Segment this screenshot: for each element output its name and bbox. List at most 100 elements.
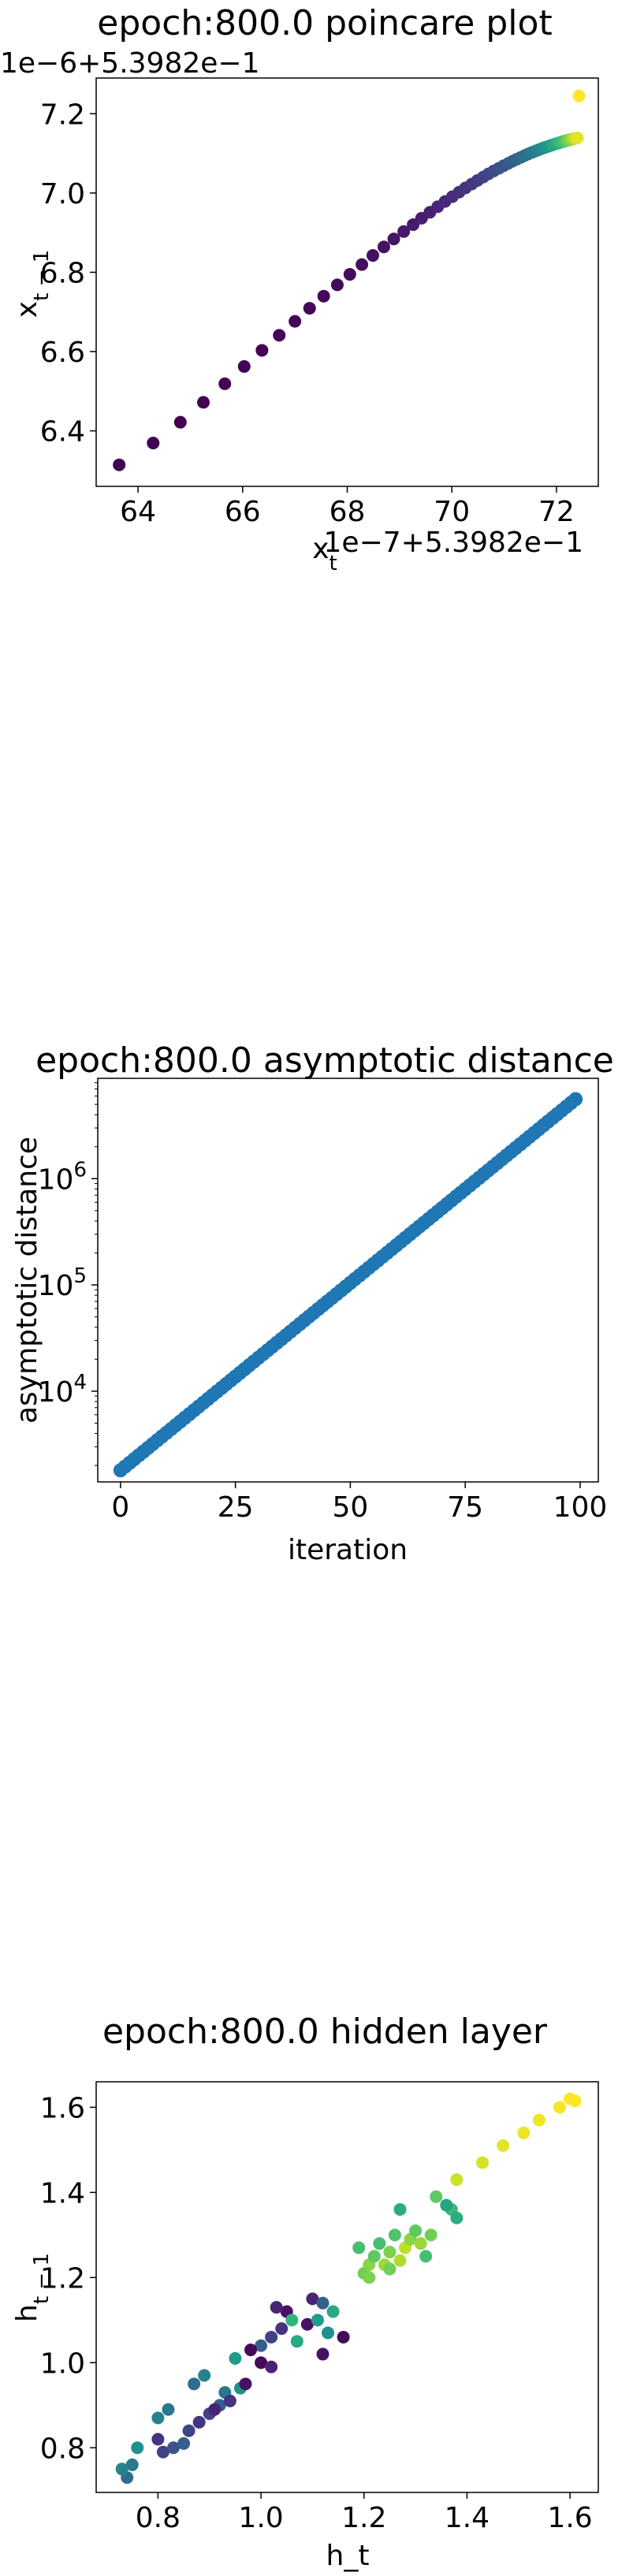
- chart-title: epoch:800.0 asymptotic distance: [35, 1040, 614, 1081]
- y-tick-label: 7.2: [40, 99, 85, 131]
- data-point: [419, 2250, 433, 2263]
- x-tick-label: 64: [120, 496, 156, 528]
- data-point: [476, 2156, 489, 2169]
- data-point: [223, 2394, 236, 2407]
- plot-frame: [95, 2081, 599, 2493]
- x-offset-label: 1e−7+5.3982e−1: [324, 527, 583, 559]
- x-tick-label: 1.0: [238, 2502, 283, 2534]
- data-point: [188, 2377, 201, 2391]
- y-tick-label: 6.4: [40, 416, 85, 449]
- data-point: [326, 2305, 340, 2318]
- data-point: [255, 2356, 268, 2369]
- data-point: [387, 233, 400, 246]
- data-point: [373, 2237, 386, 2250]
- data-point: [255, 2339, 268, 2352]
- y-axis-label: asymptotic distance: [11, 1137, 43, 1424]
- data-point: [197, 396, 210, 409]
- data-point: [383, 2262, 397, 2276]
- data-point: [430, 2190, 443, 2203]
- asymptotic-distance-chart: epoch:800.0 asymptotic distance 0 25 50 75 1…: [11, 1040, 614, 1566]
- data-point: [151, 2411, 165, 2425]
- data-point: [273, 329, 286, 342]
- data-point: [177, 2436, 191, 2450]
- x-tick-label: 66: [225, 496, 261, 528]
- data-point: [517, 2126, 531, 2139]
- data-point: [572, 89, 586, 102]
- data-point: [208, 2403, 222, 2416]
- data-point: [356, 258, 369, 271]
- data-point: [497, 2139, 510, 2152]
- data-point: [275, 2322, 289, 2336]
- data-point: [343, 268, 356, 281]
- y-tick-label: 105: [38, 1264, 87, 1302]
- data-point: [239, 2377, 252, 2391]
- x-tick-label: 0: [111, 1491, 129, 1524]
- x-tick-label: 75: [447, 1491, 483, 1524]
- x-tick-label: 1.2: [341, 2502, 386, 2534]
- chart-title: epoch:800.0 hidden layer: [102, 2012, 548, 2052]
- data-point: [265, 2360, 278, 2373]
- data-point: [440, 2198, 453, 2212]
- data-point: [450, 2211, 464, 2224]
- x-tick-label: 25: [218, 1491, 254, 1524]
- data-point: [568, 2094, 582, 2108]
- data-point: [115, 2462, 128, 2476]
- data-point: [330, 278, 344, 292]
- data-point: [397, 225, 411, 238]
- x-axis-label: iteration: [288, 1534, 408, 1566]
- data-point: [409, 2224, 423, 2237]
- y-tick-label: 106: [38, 1158, 87, 1196]
- data-point: [303, 302, 316, 315]
- data-point: [337, 2330, 350, 2343]
- data-point: [367, 2250, 381, 2263]
- data-point: [377, 240, 390, 254]
- plot-frame: [95, 77, 599, 487]
- x-tick-label: 0.8: [136, 2502, 181, 2534]
- y-tick-label: 7.0: [40, 178, 85, 210]
- data-point: [113, 458, 126, 471]
- data-point: [125, 2458, 139, 2471]
- y-tick-label: 104: [38, 1371, 87, 1409]
- data-point: [229, 2351, 242, 2365]
- data-point: [571, 131, 584, 144]
- data-point: [290, 2335, 303, 2348]
- hidden-layer-chart: epoch:800.0 hidden layer 0.8 1.0 1.2 1.4 1.6…: [11, 2012, 599, 2572]
- x-tick-label: 70: [434, 496, 470, 528]
- y-tick-label: 6.6: [40, 337, 85, 369]
- x-tick-label: 72: [538, 496, 575, 528]
- data-point: [388, 2228, 401, 2242]
- y-tick-label: 1.4: [40, 2177, 85, 2209]
- data-point: [450, 2173, 464, 2187]
- data-point: [383, 2245, 397, 2258]
- data-point: [393, 2202, 407, 2216]
- data-point: [317, 289, 330, 303]
- data-point: [156, 2445, 169, 2459]
- data-point: [568, 1092, 583, 1107]
- y-tick-label: 1.6: [40, 2092, 85, 2124]
- y-tick-label: 1.0: [40, 2347, 85, 2380]
- data-point: [218, 377, 232, 390]
- y-tick-label: 6.8: [40, 257, 85, 289]
- x-tick-label: 1.6: [547, 2502, 592, 2534]
- x-tick-label: 100: [553, 1491, 608, 1524]
- data-point: [162, 2403, 175, 2416]
- data-point: [414, 2237, 427, 2250]
- chart-title: epoch:800.0 poincare plot: [97, 3, 552, 43]
- plot-frame: [97, 1078, 599, 1483]
- y-offset-label: 1e−6+5.3982e−1: [0, 47, 259, 80]
- data-point: [270, 2301, 283, 2314]
- data-point: [553, 2101, 566, 2114]
- data-point: [300, 2317, 314, 2331]
- data-point: [289, 315, 302, 328]
- data-point: [255, 344, 269, 357]
- y-axis-label: ht − 1: [11, 2253, 54, 2322]
- y-tick-label: 1.2: [40, 2262, 85, 2295]
- data-point: [173, 415, 187, 429]
- y-axis-label: xt − 1: [11, 250, 54, 318]
- data-point: [316, 2296, 330, 2310]
- data-point: [167, 2441, 180, 2455]
- data-point: [131, 2441, 144, 2455]
- data-point: [393, 2254, 407, 2267]
- poincare-plot-chart: epoch:800.0 poincare plot 1e−6+5.3982e−1…: [0, 3, 599, 575]
- data-point: [352, 2241, 366, 2254]
